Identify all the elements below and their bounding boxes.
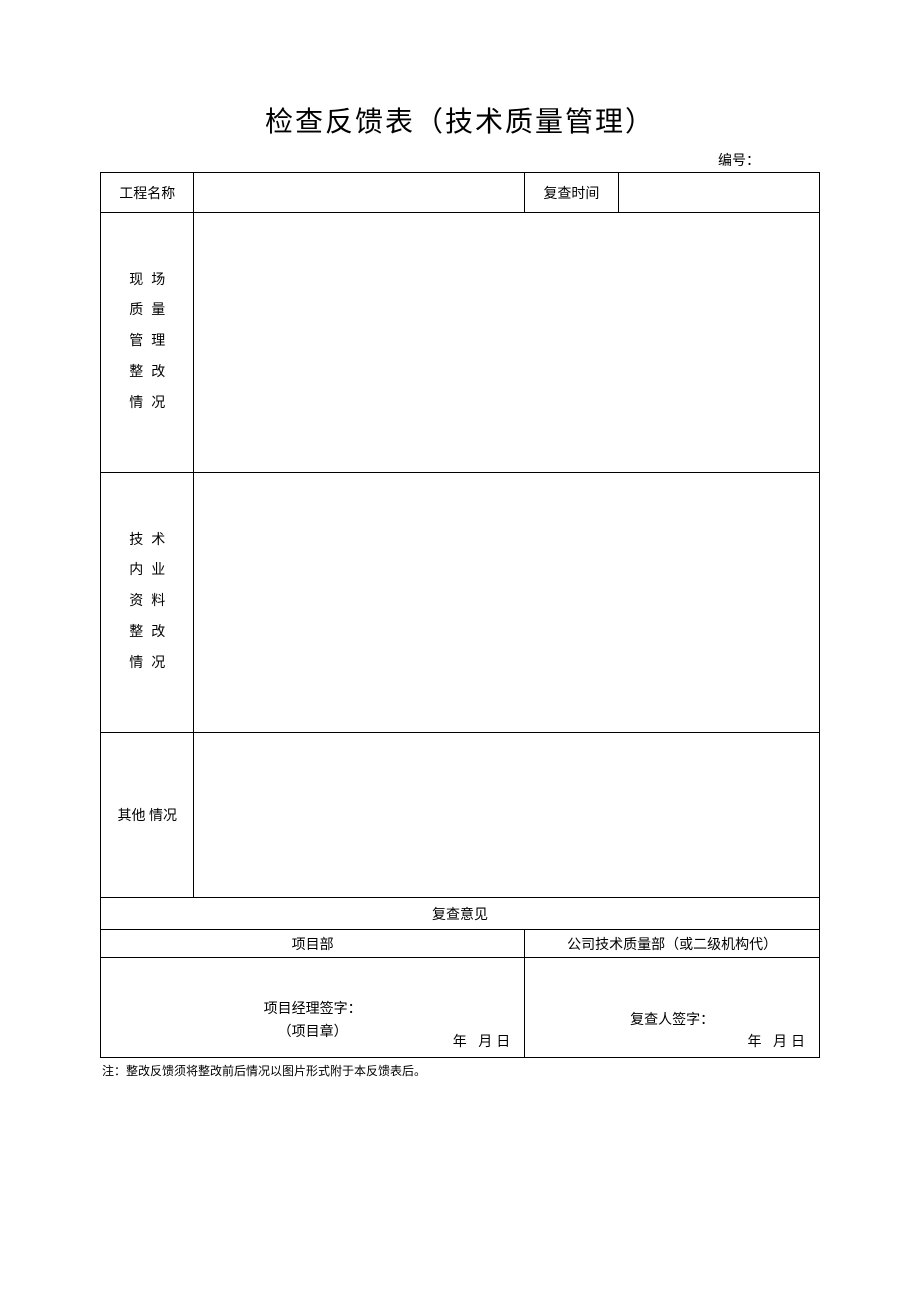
other-label: 其他 情况 bbox=[101, 733, 194, 898]
label-line: 整改 bbox=[109, 358, 193, 389]
header-row: 工程名称 复查时间 bbox=[101, 173, 820, 213]
pm-sign-label: 项目经理签字： bbox=[101, 999, 524, 1021]
site-quality-label: 现场 质量 管理 整改 情况 bbox=[101, 213, 194, 473]
project-name-label: 工程名称 bbox=[101, 173, 194, 213]
right-signature-cell[interactable]: 复查人签字： 年 月日 bbox=[525, 958, 820, 1058]
review-time-value[interactable] bbox=[618, 173, 819, 213]
review-header: 复查意见 bbox=[101, 898, 820, 930]
review-time-label: 复查时间 bbox=[525, 173, 618, 213]
other-content[interactable] bbox=[194, 733, 820, 898]
reviewer-sign-label: 复查人签字： bbox=[525, 1010, 819, 1032]
review-left-header: 项目部 bbox=[101, 930, 525, 958]
page-title: 检查反馈表（技术质量管理） bbox=[100, 100, 820, 140]
label-line: 管理 bbox=[109, 327, 193, 358]
form-number-label: 编号： bbox=[100, 150, 820, 170]
tech-docs-label: 技术 内业 资料 整改 情况 bbox=[101, 473, 194, 733]
label-line: 技术 bbox=[109, 526, 193, 557]
project-name-value[interactable] bbox=[194, 173, 525, 213]
feedback-form-table: 工程名称 复查时间 现场 质量 管理 整改 情况 技术 内业 资料 整改 情况 … bbox=[100, 172, 820, 1058]
label-line: 现场 bbox=[109, 266, 193, 297]
left-signature-cell[interactable]: 项目经理签字： （项目章） 年 月日 bbox=[101, 958, 525, 1058]
label-line: 质量 bbox=[109, 296, 193, 327]
label-line: 整改 bbox=[109, 618, 193, 649]
label-line: 资料 bbox=[109, 587, 193, 618]
label-line: 情况 bbox=[109, 649, 193, 680]
tech-docs-content[interactable] bbox=[194, 473, 820, 733]
left-date-text: 年 月日 bbox=[453, 1031, 515, 1051]
review-subheader-row: 项目部 公司技术质量部（或二级机构代） bbox=[101, 930, 820, 958]
footer-note: 注：整改反馈须将整改前后情况以图片形式附于本反馈表后。 bbox=[100, 1062, 820, 1079]
site-quality-row: 现场 质量 管理 整改 情况 bbox=[101, 213, 820, 473]
right-date-text: 年 月日 bbox=[748, 1031, 810, 1051]
site-quality-content[interactable] bbox=[194, 213, 820, 473]
label-line: 情况 bbox=[109, 389, 193, 420]
other-row: 其他 情况 bbox=[101, 733, 820, 898]
signature-row: 项目经理签字： （项目章） 年 月日 复查人签字： 年 月日 bbox=[101, 958, 820, 1058]
tech-docs-row: 技术 内业 资料 整改 情况 bbox=[101, 473, 820, 733]
label-line: 内业 bbox=[109, 556, 193, 587]
review-right-header: 公司技术质量部（或二级机构代） bbox=[525, 930, 820, 958]
review-header-row: 复查意见 bbox=[101, 898, 820, 930]
